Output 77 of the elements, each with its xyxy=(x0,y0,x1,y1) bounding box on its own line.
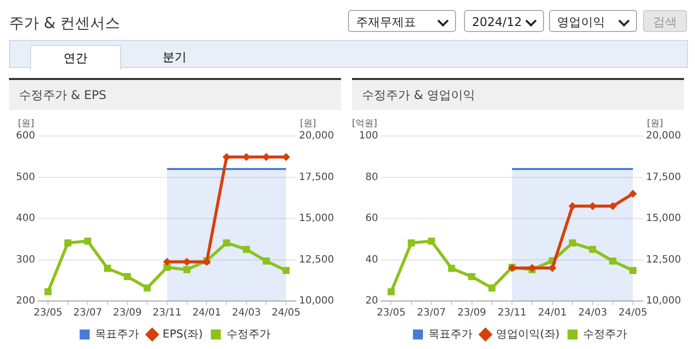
y-tick-label: 40 xyxy=(365,254,378,266)
y-tick-label: 500 xyxy=(16,172,36,183)
legend-label: 수정주가 xyxy=(583,327,628,340)
x-tick-label: 24/05 xyxy=(272,308,301,319)
point xyxy=(104,264,112,272)
point xyxy=(242,246,250,253)
text: 연간 xyxy=(30,45,121,70)
point xyxy=(223,239,230,246)
point xyxy=(388,288,395,296)
x-tick-label: 23/09 xyxy=(457,308,486,319)
point xyxy=(64,239,72,246)
legend-label: 목표주가 xyxy=(428,327,472,340)
x-tick-label: 24/01 xyxy=(538,308,567,319)
legend-label: 목표주가 xyxy=(95,327,140,340)
point xyxy=(428,238,435,245)
y2-tick-label: 12,500 xyxy=(646,254,682,266)
y-tick-label: 600 xyxy=(16,130,36,142)
point xyxy=(164,264,171,271)
chart-title: 수정주가 & 영업이익 xyxy=(352,80,684,110)
y-tick-label: 400 xyxy=(16,213,36,224)
text: 주재무제표 xyxy=(348,10,456,32)
y-tick-label: 60 xyxy=(365,213,378,224)
y-tick-label: 20 xyxy=(365,296,378,307)
point xyxy=(262,258,270,265)
point xyxy=(628,190,637,198)
point xyxy=(44,288,52,296)
y2-tick-label: 17,500 xyxy=(646,172,682,183)
y-axis-title: [원] xyxy=(18,118,34,129)
legend-label: EPS(좌) xyxy=(162,327,203,340)
y2-axis-title: [원] xyxy=(647,118,664,129)
y2-axis-title: [원] xyxy=(300,118,316,129)
point xyxy=(629,266,636,274)
x-tick-label: 24/01 xyxy=(192,308,222,319)
y-axis-title: [억원] xyxy=(352,118,378,129)
x-tick-label: 23/05 xyxy=(376,308,406,319)
y2-tick-label: 20,000 xyxy=(299,130,334,142)
y-tick-label: 200 xyxy=(16,296,36,307)
x-tick-label: 23/07 xyxy=(417,308,446,319)
y2-tick-label: 10,000 xyxy=(299,296,334,307)
point xyxy=(448,264,456,272)
x-tick-label: 23/05 xyxy=(34,308,62,319)
text: 검색 xyxy=(643,10,687,32)
y2-tick-label: 15,000 xyxy=(299,213,334,224)
point xyxy=(282,266,290,274)
y-tick-label: 300 xyxy=(16,254,36,266)
legend-label: 영업이익(좌) xyxy=(496,327,560,340)
x-tick-label: 24/03 xyxy=(232,308,261,319)
chart-title: 수정주가 & EPS xyxy=(9,80,341,110)
x-tick-label: 24/05 xyxy=(618,308,648,319)
point xyxy=(124,273,131,280)
point xyxy=(84,238,92,245)
point xyxy=(488,284,496,292)
point xyxy=(468,273,476,280)
point xyxy=(144,284,151,292)
y2-tick-label: 12,500 xyxy=(299,254,334,266)
point xyxy=(568,239,576,246)
point xyxy=(408,239,415,246)
y2-tick-label: 20,000 xyxy=(646,130,682,142)
point xyxy=(589,246,596,253)
point xyxy=(183,266,190,274)
text: 주가 & 컨센서스 xyxy=(9,14,120,33)
y-tick-label: 80 xyxy=(365,172,378,183)
x-tick-label: 24/03 xyxy=(578,308,608,319)
text: 영업이익 xyxy=(549,10,637,32)
y2-tick-label: 15,000 xyxy=(646,213,682,224)
x-tick-label: 23/07 xyxy=(73,308,102,319)
x-tick-label: 23/11 xyxy=(152,308,182,319)
y2-tick-label: 10,000 xyxy=(646,296,682,307)
y-tick-label: 100 xyxy=(358,130,378,142)
text: 분기 xyxy=(162,49,188,66)
y2-tick-label: 17,500 xyxy=(299,172,334,183)
x-tick-label: 23/09 xyxy=(112,308,142,319)
x-tick-label: 23/11 xyxy=(498,308,526,319)
legend-label: 수정주가 xyxy=(226,327,270,340)
text: 2024/12 xyxy=(464,10,544,32)
point xyxy=(568,202,576,210)
point xyxy=(609,258,616,265)
